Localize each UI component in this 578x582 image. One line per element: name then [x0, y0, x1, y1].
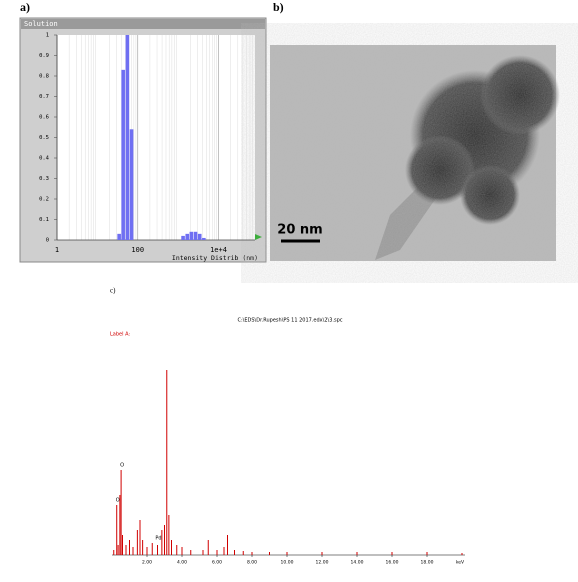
- x-tick-label: 4.00: [177, 560, 187, 566]
- x-tick-label: 6.00: [212, 560, 222, 566]
- panel-label: b): [273, 0, 284, 14]
- bar: [202, 237, 206, 240]
- x-tick-label: 10.00: [281, 560, 294, 566]
- scale-bar-label: 20 nm: [277, 223, 322, 238]
- y-tick-label: 0.9: [39, 53, 49, 59]
- annotation: O: [120, 463, 124, 469]
- x-axis-label: Intensity Distrib (nm): [172, 254, 258, 262]
- bar: [185, 233, 190, 240]
- bar: [129, 129, 134, 240]
- bar: [117, 233, 121, 240]
- y-tick-label: 0.4: [39, 156, 50, 162]
- y-tick-label: 0.7: [39, 94, 49, 100]
- y-tick-label: 0.8: [39, 74, 49, 80]
- axis-arrow: [255, 234, 262, 240]
- bar: [197, 233, 202, 240]
- bar: [193, 231, 198, 240]
- x-tick-label: 100: [131, 246, 144, 254]
- tem-grain: [270, 45, 556, 261]
- x-tick-label: 14.00: [351, 560, 364, 566]
- spectrum: [113, 370, 463, 555]
- x-tick-label: 8.00: [247, 560, 257, 566]
- plot-area: [57, 35, 255, 240]
- chart-title: C:\EDS\Dr.Rupesh\PS 11 2017.edx\2\3.spc: [238, 318, 343, 324]
- y-tick-label: 0.6: [39, 115, 49, 121]
- bar: [125, 35, 130, 240]
- panel-label: a): [20, 0, 30, 14]
- x-tick-label: 1: [55, 246, 59, 254]
- y-tick-label: 0.5: [39, 135, 49, 141]
- bar: [121, 69, 125, 240]
- series-label: Label A:: [110, 332, 130, 338]
- bar: [181, 235, 185, 240]
- bar: [189, 231, 194, 240]
- header-bar: [21, 19, 265, 29]
- panel-label: c): [110, 287, 116, 295]
- y-tick-label: 1: [46, 33, 49, 39]
- annotation: Pd: [155, 536, 161, 542]
- x-tick-label: 12.00: [316, 560, 329, 566]
- x-tick-label: 16.00: [386, 560, 399, 566]
- y-tick-label: 0.3: [39, 176, 49, 182]
- x-tick-label: 18.00: [421, 560, 434, 566]
- header: Solution: [24, 20, 58, 28]
- y-tick-label: 0.1: [39, 217, 49, 223]
- y-tick-label: 0.2: [39, 197, 49, 203]
- x-tick-label: 2.00: [142, 560, 152, 566]
- y-tick-label: 0: [46, 238, 49, 244]
- annotation: O: [116, 498, 120, 504]
- x-tick-label: 1e+4: [210, 246, 227, 254]
- x-unit: keV: [456, 560, 465, 566]
